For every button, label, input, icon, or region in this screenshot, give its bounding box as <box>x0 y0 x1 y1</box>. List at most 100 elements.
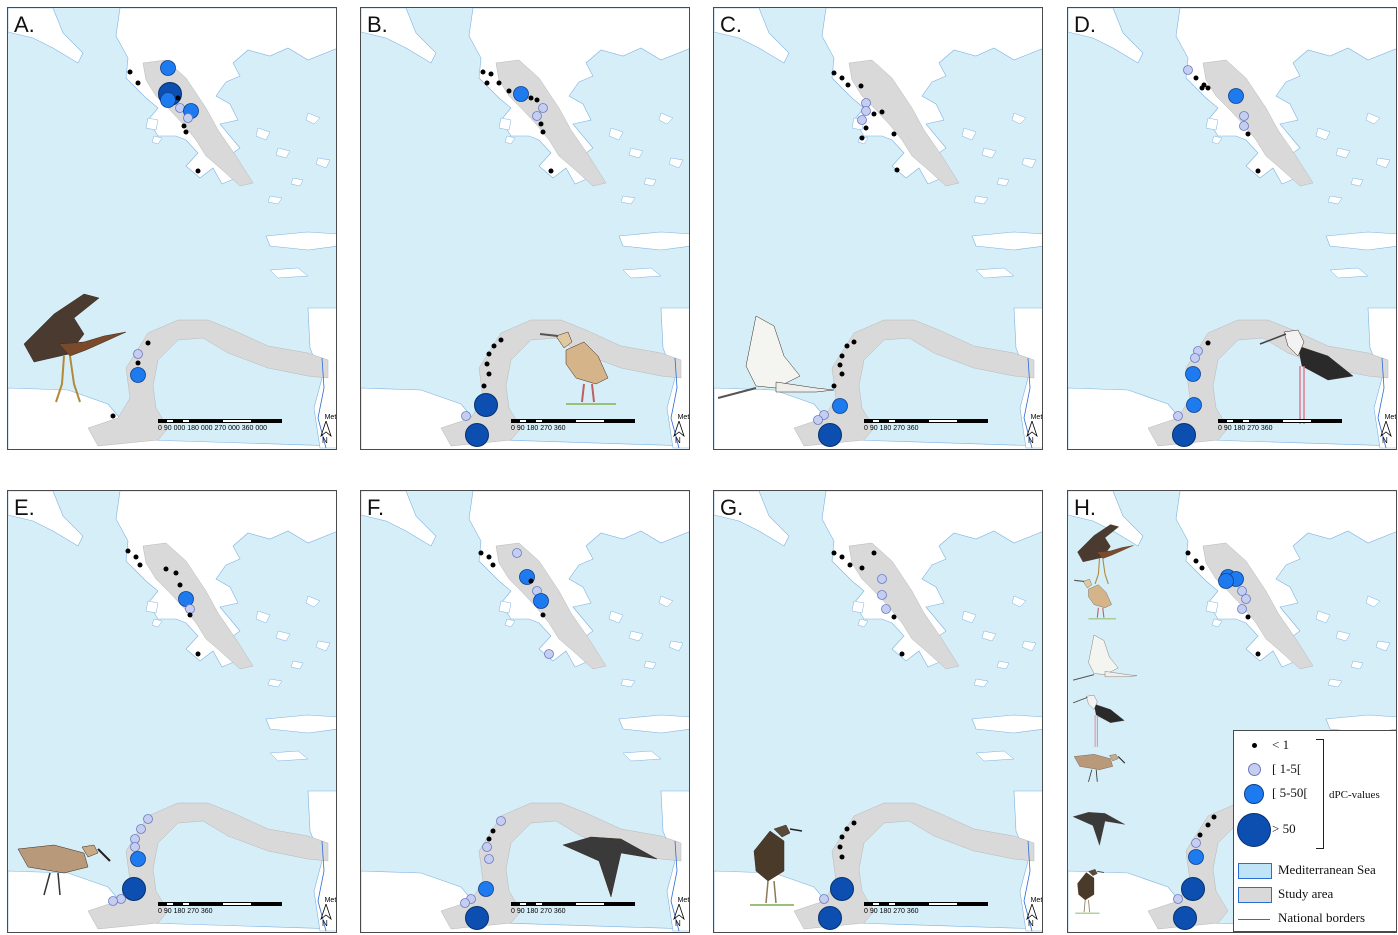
dot-lt1-marker <box>863 125 869 131</box>
dot-lt1-marker <box>491 343 497 349</box>
scale-bar: Meters0 90 180 270 360 <box>511 414 690 432</box>
dot-lt1-marker <box>831 383 837 389</box>
border-line-icon <box>1238 919 1270 920</box>
dot-lt1-marker <box>871 550 877 556</box>
site-1-5-marker <box>116 894 126 904</box>
site-gt50-marker <box>818 423 842 447</box>
scale-bar: Meters0 90 000 180 000 270 000 360 000 <box>158 414 337 432</box>
dot-lt1-marker <box>831 550 837 556</box>
dot-lt1-marker <box>844 826 850 832</box>
base-map <box>361 8 689 449</box>
site-1-5-marker <box>861 106 871 116</box>
dot-lt1-marker <box>879 109 885 115</box>
site-gt50-marker <box>830 877 854 901</box>
scale-bar: Meters0 90 180 270 360 <box>511 897 690 915</box>
dot-lt1-marker <box>859 565 865 571</box>
site-gt50-marker <box>1181 877 1205 901</box>
dot-lt1-marker <box>845 82 851 88</box>
dot-lt1-marker <box>496 80 502 86</box>
north-arrow-icon: N <box>673 421 685 445</box>
dot-lt1-marker <box>528 95 534 101</box>
dot-lt1-marker <box>1193 75 1199 81</box>
site-1-5-marker <box>813 415 823 425</box>
scale-bar: Meters0 90 180 270 360 <box>864 414 1043 432</box>
dot-lt1-marker <box>548 168 554 174</box>
site-gt50-marker <box>122 877 146 901</box>
dot-lt1-marker <box>1193 558 1199 564</box>
dot-lt1-marker <box>110 413 116 419</box>
black-dot-icon <box>1252 743 1257 748</box>
dot-lt1-marker <box>1245 614 1251 620</box>
dot-lt1-marker <box>894 167 900 173</box>
dot-lt1-marker <box>484 80 490 86</box>
site-1-5-marker <box>532 111 542 121</box>
site-1-5-marker <box>1191 838 1201 848</box>
legend-item-1-5: [ 1-5[ <box>1234 761 1396 783</box>
north-arrow-icon: N <box>320 904 332 928</box>
sea-swatch-icon <box>1238 863 1272 879</box>
dot-lt1-marker <box>486 554 492 560</box>
site-1-5-marker <box>136 824 146 834</box>
dot-lt1-marker <box>1185 550 1191 556</box>
north-arrow-icon: N <box>1026 904 1038 928</box>
dot-lt1-marker <box>858 83 864 89</box>
dot-lt1-marker <box>173 570 179 576</box>
panel-letter: G. <box>720 495 744 520</box>
base-map <box>8 491 336 932</box>
dot-lt1-marker <box>538 121 544 127</box>
site-gt50-marker <box>465 423 489 447</box>
site-5-50-marker <box>1186 397 1202 413</box>
north-arrow-icon: N <box>673 904 685 928</box>
site-5-50-marker <box>478 881 494 897</box>
site-1-5-marker <box>460 898 470 908</box>
dot-lt1-marker <box>181 123 187 129</box>
base-map <box>714 8 1042 449</box>
site-1-5-marker <box>482 842 492 852</box>
site-1-5-marker <box>1173 894 1183 904</box>
panel-letter: H. <box>1074 495 1096 520</box>
site-1-5-marker <box>461 411 471 421</box>
dot-lt1-marker <box>498 337 504 343</box>
large-circle-icon <box>1237 813 1271 847</box>
dot-lt1-marker <box>1205 85 1211 91</box>
north-arrow-icon: N <box>1380 421 1392 445</box>
base-map <box>1068 491 1396 932</box>
dot-lt1-marker <box>528 578 534 584</box>
dot-lt1-marker <box>187 612 193 618</box>
dot-lt1-marker <box>831 70 837 76</box>
dot-lt1-marker <box>177 582 183 588</box>
site-1-5-marker <box>133 349 143 359</box>
dot-lt1-marker <box>851 339 857 345</box>
dot-lt1-marker <box>839 371 845 377</box>
dot-lt1-marker <box>891 131 897 137</box>
scale-bar: Meters0 90 180 270 360 <box>864 897 1043 915</box>
site-5-50-marker <box>130 367 146 383</box>
dot-lt1-marker <box>1205 822 1211 828</box>
site-gt50-marker <box>1172 423 1196 447</box>
dot-lt1-marker <box>1199 85 1205 91</box>
legend-item-study-area: Study area <box>1234 886 1396 907</box>
dot-lt1-marker <box>534 97 540 103</box>
dot-lt1-marker <box>839 834 845 840</box>
site-5-50-marker <box>178 591 194 607</box>
dot-lt1-marker <box>839 554 845 560</box>
dot-lt1-marker <box>195 651 201 657</box>
dot-lt1-marker <box>837 362 843 368</box>
dot-lt1-marker <box>839 75 845 81</box>
site-5-50-marker <box>1228 88 1244 104</box>
site-1-5-marker <box>819 894 829 904</box>
map-legend: < 1 [ 1-5[ [ 5-50[ > 50 dPC-values Medit… <box>1233 730 1397 932</box>
dot-lt1-marker <box>175 95 181 101</box>
site-gt50-marker <box>818 906 842 930</box>
site-gt50-marker <box>465 906 489 930</box>
site-1-5-marker <box>877 590 887 600</box>
site-5-50-marker <box>1188 849 1204 865</box>
medium-circle-icon <box>1244 784 1264 804</box>
site-5-50-marker <box>1185 366 1201 382</box>
site-1-5-marker <box>143 814 153 824</box>
base-map <box>1068 8 1396 449</box>
dot-lt1-marker <box>478 550 484 556</box>
